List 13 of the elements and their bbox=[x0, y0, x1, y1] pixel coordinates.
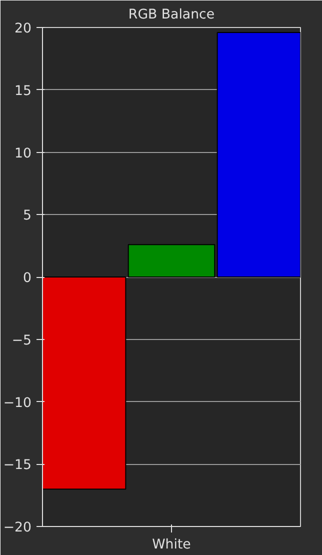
y-tick-label: −10 bbox=[3, 396, 32, 411]
y-tick-label: −15 bbox=[3, 458, 32, 474]
y-tick-label: 0 bbox=[23, 271, 32, 286]
x-tick-label: White bbox=[152, 538, 191, 552]
y-tick-label: 5 bbox=[23, 208, 32, 224]
chart-title: RGB Balance bbox=[128, 8, 215, 22]
y-tick-label: 15 bbox=[14, 84, 32, 99]
bar bbox=[42, 276, 126, 490]
y-tick-label: 10 bbox=[14, 146, 32, 162]
y-tick-label: −5 bbox=[12, 333, 32, 348]
bar bbox=[216, 32, 300, 278]
y-tick-label: −20 bbox=[3, 520, 32, 536]
y-tick-label: 20 bbox=[14, 22, 32, 36]
